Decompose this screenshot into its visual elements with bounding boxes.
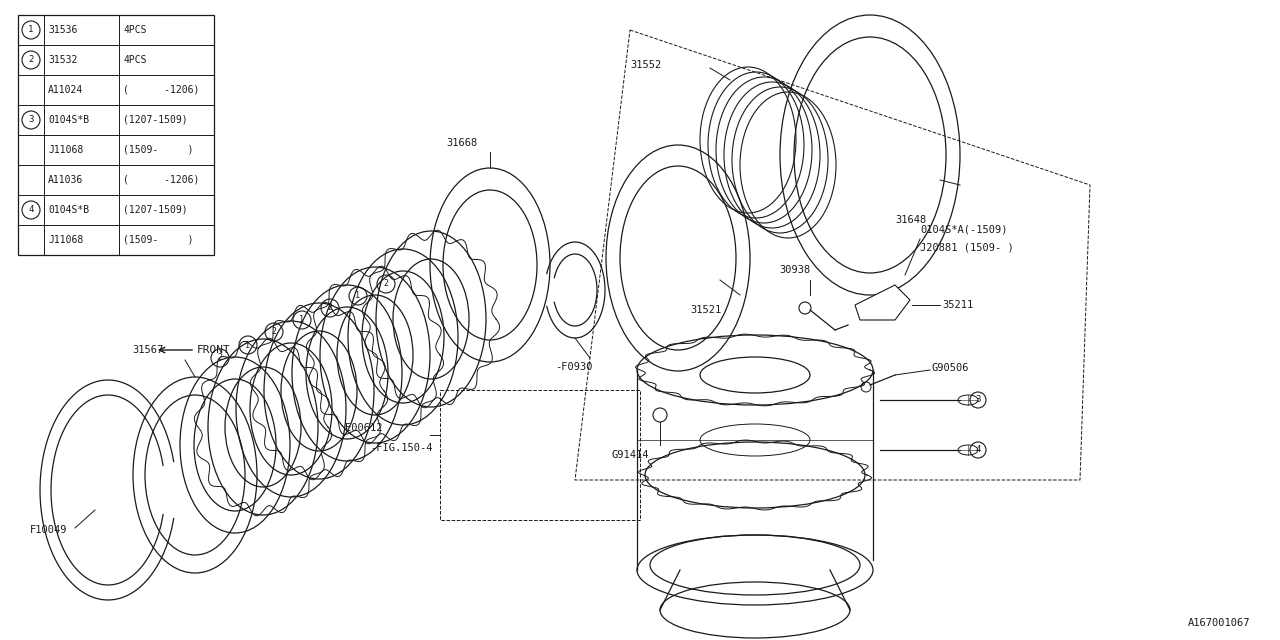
Text: 31552: 31552 <box>630 60 662 70</box>
Text: 31668: 31668 <box>447 138 477 148</box>
Text: 31536: 31536 <box>49 25 77 35</box>
Text: 0104S*B: 0104S*B <box>49 205 90 215</box>
Text: 1: 1 <box>300 316 305 324</box>
Text: 31567: 31567 <box>132 345 164 355</box>
Text: 4PCS: 4PCS <box>123 55 146 65</box>
Text: 31532: 31532 <box>49 55 77 65</box>
Text: F10049: F10049 <box>29 525 68 535</box>
Text: 31648: 31648 <box>895 215 927 225</box>
Text: A11036: A11036 <box>49 175 83 185</box>
Text: 4PCS: 4PCS <box>123 25 146 35</box>
Text: (      -1206): ( -1206) <box>123 175 200 185</box>
Text: J11068: J11068 <box>49 145 83 155</box>
Text: J20881 (1509- ): J20881 (1509- ) <box>920 243 1014 253</box>
Text: 2: 2 <box>28 56 33 65</box>
Text: 35211: 35211 <box>942 300 973 310</box>
Text: 3: 3 <box>28 115 33 125</box>
Polygon shape <box>855 285 910 320</box>
Text: 1: 1 <box>356 291 361 301</box>
Text: A11024: A11024 <box>49 85 83 95</box>
Text: 3: 3 <box>975 396 980 404</box>
Text: 1: 1 <box>28 26 33 35</box>
Text: G90506: G90506 <box>932 363 969 373</box>
Text: 4: 4 <box>28 205 33 214</box>
Text: 0104S*A(-1509): 0104S*A(-1509) <box>920 225 1007 235</box>
Text: 2: 2 <box>218 353 223 362</box>
Text: E00612: E00612 <box>344 423 381 433</box>
Text: 2: 2 <box>271 328 276 337</box>
Text: 2: 2 <box>328 303 333 312</box>
Bar <box>18 15 214 255</box>
Text: (1509-     ): (1509- ) <box>123 235 193 245</box>
Text: A167001067: A167001067 <box>1188 618 1251 628</box>
Text: FRONT: FRONT <box>197 345 230 355</box>
Text: J11068: J11068 <box>49 235 83 245</box>
Text: -F0930: -F0930 <box>556 362 593 372</box>
Text: 4: 4 <box>975 445 980 454</box>
Text: 31521: 31521 <box>690 305 721 315</box>
Text: (1207-1509): (1207-1509) <box>123 115 188 125</box>
Text: 1: 1 <box>246 340 251 349</box>
Text: (1509-     ): (1509- ) <box>123 145 193 155</box>
Text: 30938: 30938 <box>780 265 810 275</box>
Text: (1207-1509): (1207-1509) <box>123 205 188 215</box>
Text: G91414: G91414 <box>612 450 649 460</box>
Text: (      -1206): ( -1206) <box>123 85 200 95</box>
Text: -FIG.150-4: -FIG.150-4 <box>370 443 433 453</box>
Bar <box>440 390 640 520</box>
Text: 0104S*B: 0104S*B <box>49 115 90 125</box>
Text: 2: 2 <box>384 280 389 289</box>
